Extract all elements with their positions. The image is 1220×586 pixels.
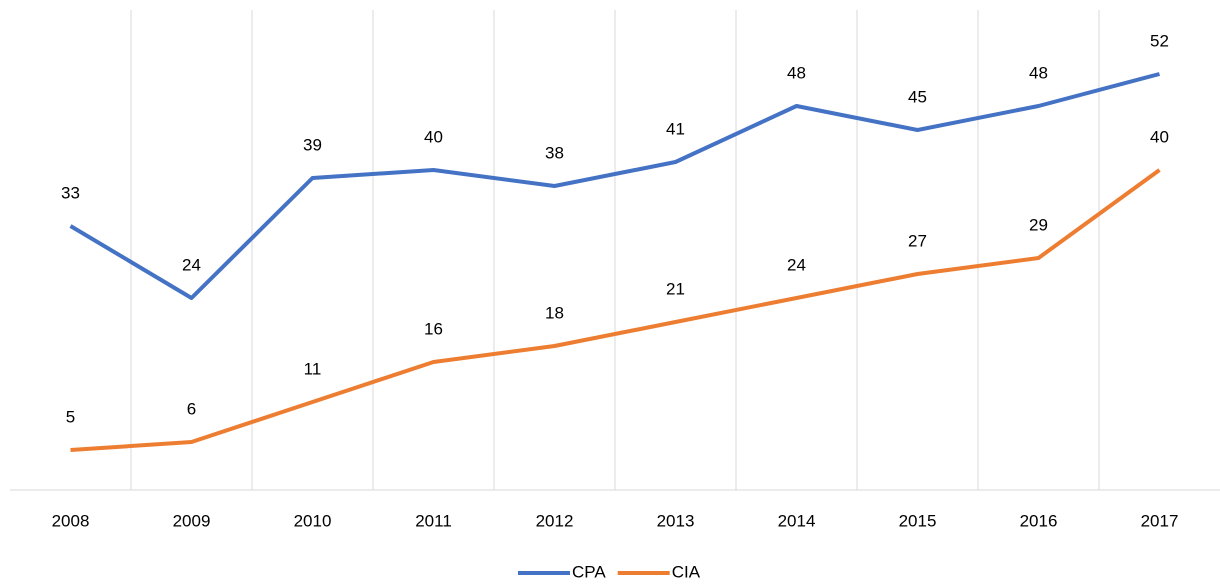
data-label: 45 [908, 87, 927, 106]
data-label: 27 [908, 231, 927, 250]
x-tick-label: 2016 [1020, 511, 1058, 530]
series-line [70, 168, 1161, 452]
x-tick-label: 2010 [294, 511, 332, 530]
data-label: 24 [787, 255, 806, 274]
data-label: 5 [66, 407, 75, 426]
data-label: 40 [424, 127, 443, 146]
data-label: 24 [182, 255, 201, 274]
data-label: 16 [424, 319, 443, 338]
x-tick-label: 2012 [536, 511, 574, 530]
x-tick-label: 2011 [415, 511, 452, 530]
legend-label: CPA [572, 562, 606, 581]
data-label: 21 [666, 279, 685, 298]
series-line [69, 72, 1161, 300]
x-tick-label: 2009 [173, 511, 211, 530]
data-label: 48 [1029, 63, 1048, 82]
data-label: 11 [304, 359, 322, 378]
data-label: 33 [61, 183, 80, 202]
data-label: 39 [303, 135, 322, 154]
legend-label: CIA [672, 562, 701, 581]
x-tick-label: 2015 [899, 511, 937, 530]
x-tick-label: 2014 [778, 511, 816, 530]
data-label: 18 [545, 303, 564, 322]
data-label: 40 [1150, 127, 1169, 146]
data-label: 29 [1029, 215, 1048, 234]
data-label: 52 [1150, 31, 1169, 50]
data-label: 38 [545, 143, 564, 162]
data-label: 48 [787, 63, 806, 82]
data-label: 6 [187, 399, 196, 418]
x-tick-label: 2008 [52, 511, 90, 530]
data-label: 41 [666, 119, 685, 138]
x-tick-label: 2017 [1141, 511, 1179, 530]
x-tick-label: 2013 [657, 511, 695, 530]
